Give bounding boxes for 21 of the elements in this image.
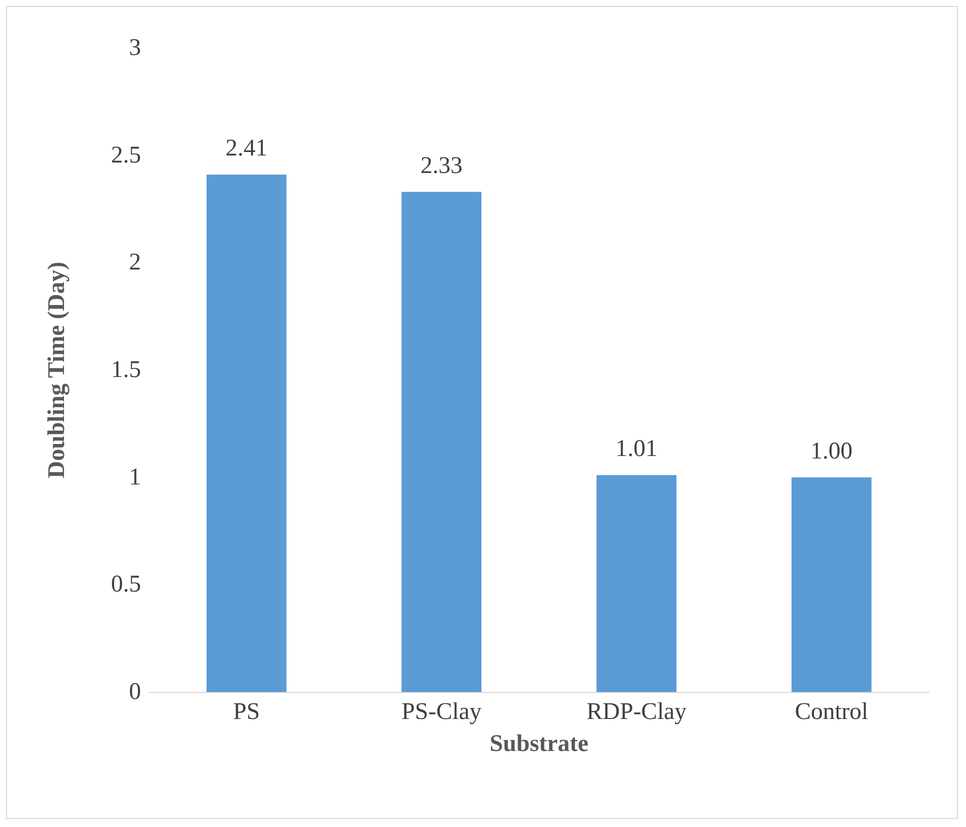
y-tick-label: 0.5	[111, 572, 141, 598]
y-tick-label: 1	[129, 464, 141, 490]
y-tick-label: 3	[129, 35, 141, 61]
bar	[402, 192, 482, 692]
y-tick-label: 1.5	[111, 357, 141, 383]
bar	[792, 477, 872, 692]
x-axis-title: Substrate	[490, 731, 589, 757]
y-tick-label: 2	[129, 250, 141, 276]
y-axis-title: Doubling Time (Day)	[44, 262, 70, 478]
data-label: 1.00	[810, 438, 852, 464]
x-tick-label: RDP-Clay	[586, 699, 687, 725]
x-tick-label: PS-Clay	[401, 699, 482, 725]
x-tick-label: Control	[794, 699, 868, 725]
data-label: 2.33	[420, 152, 462, 179]
bar	[206, 174, 286, 692]
bar	[596, 475, 676, 692]
y-tick-label: 2.5	[111, 142, 141, 168]
data-label: 1.01	[616, 436, 658, 462]
data-label: 2.41	[226, 136, 268, 162]
y-tick-label: 0	[129, 679, 141, 705]
x-tick-label: PS	[233, 699, 260, 725]
